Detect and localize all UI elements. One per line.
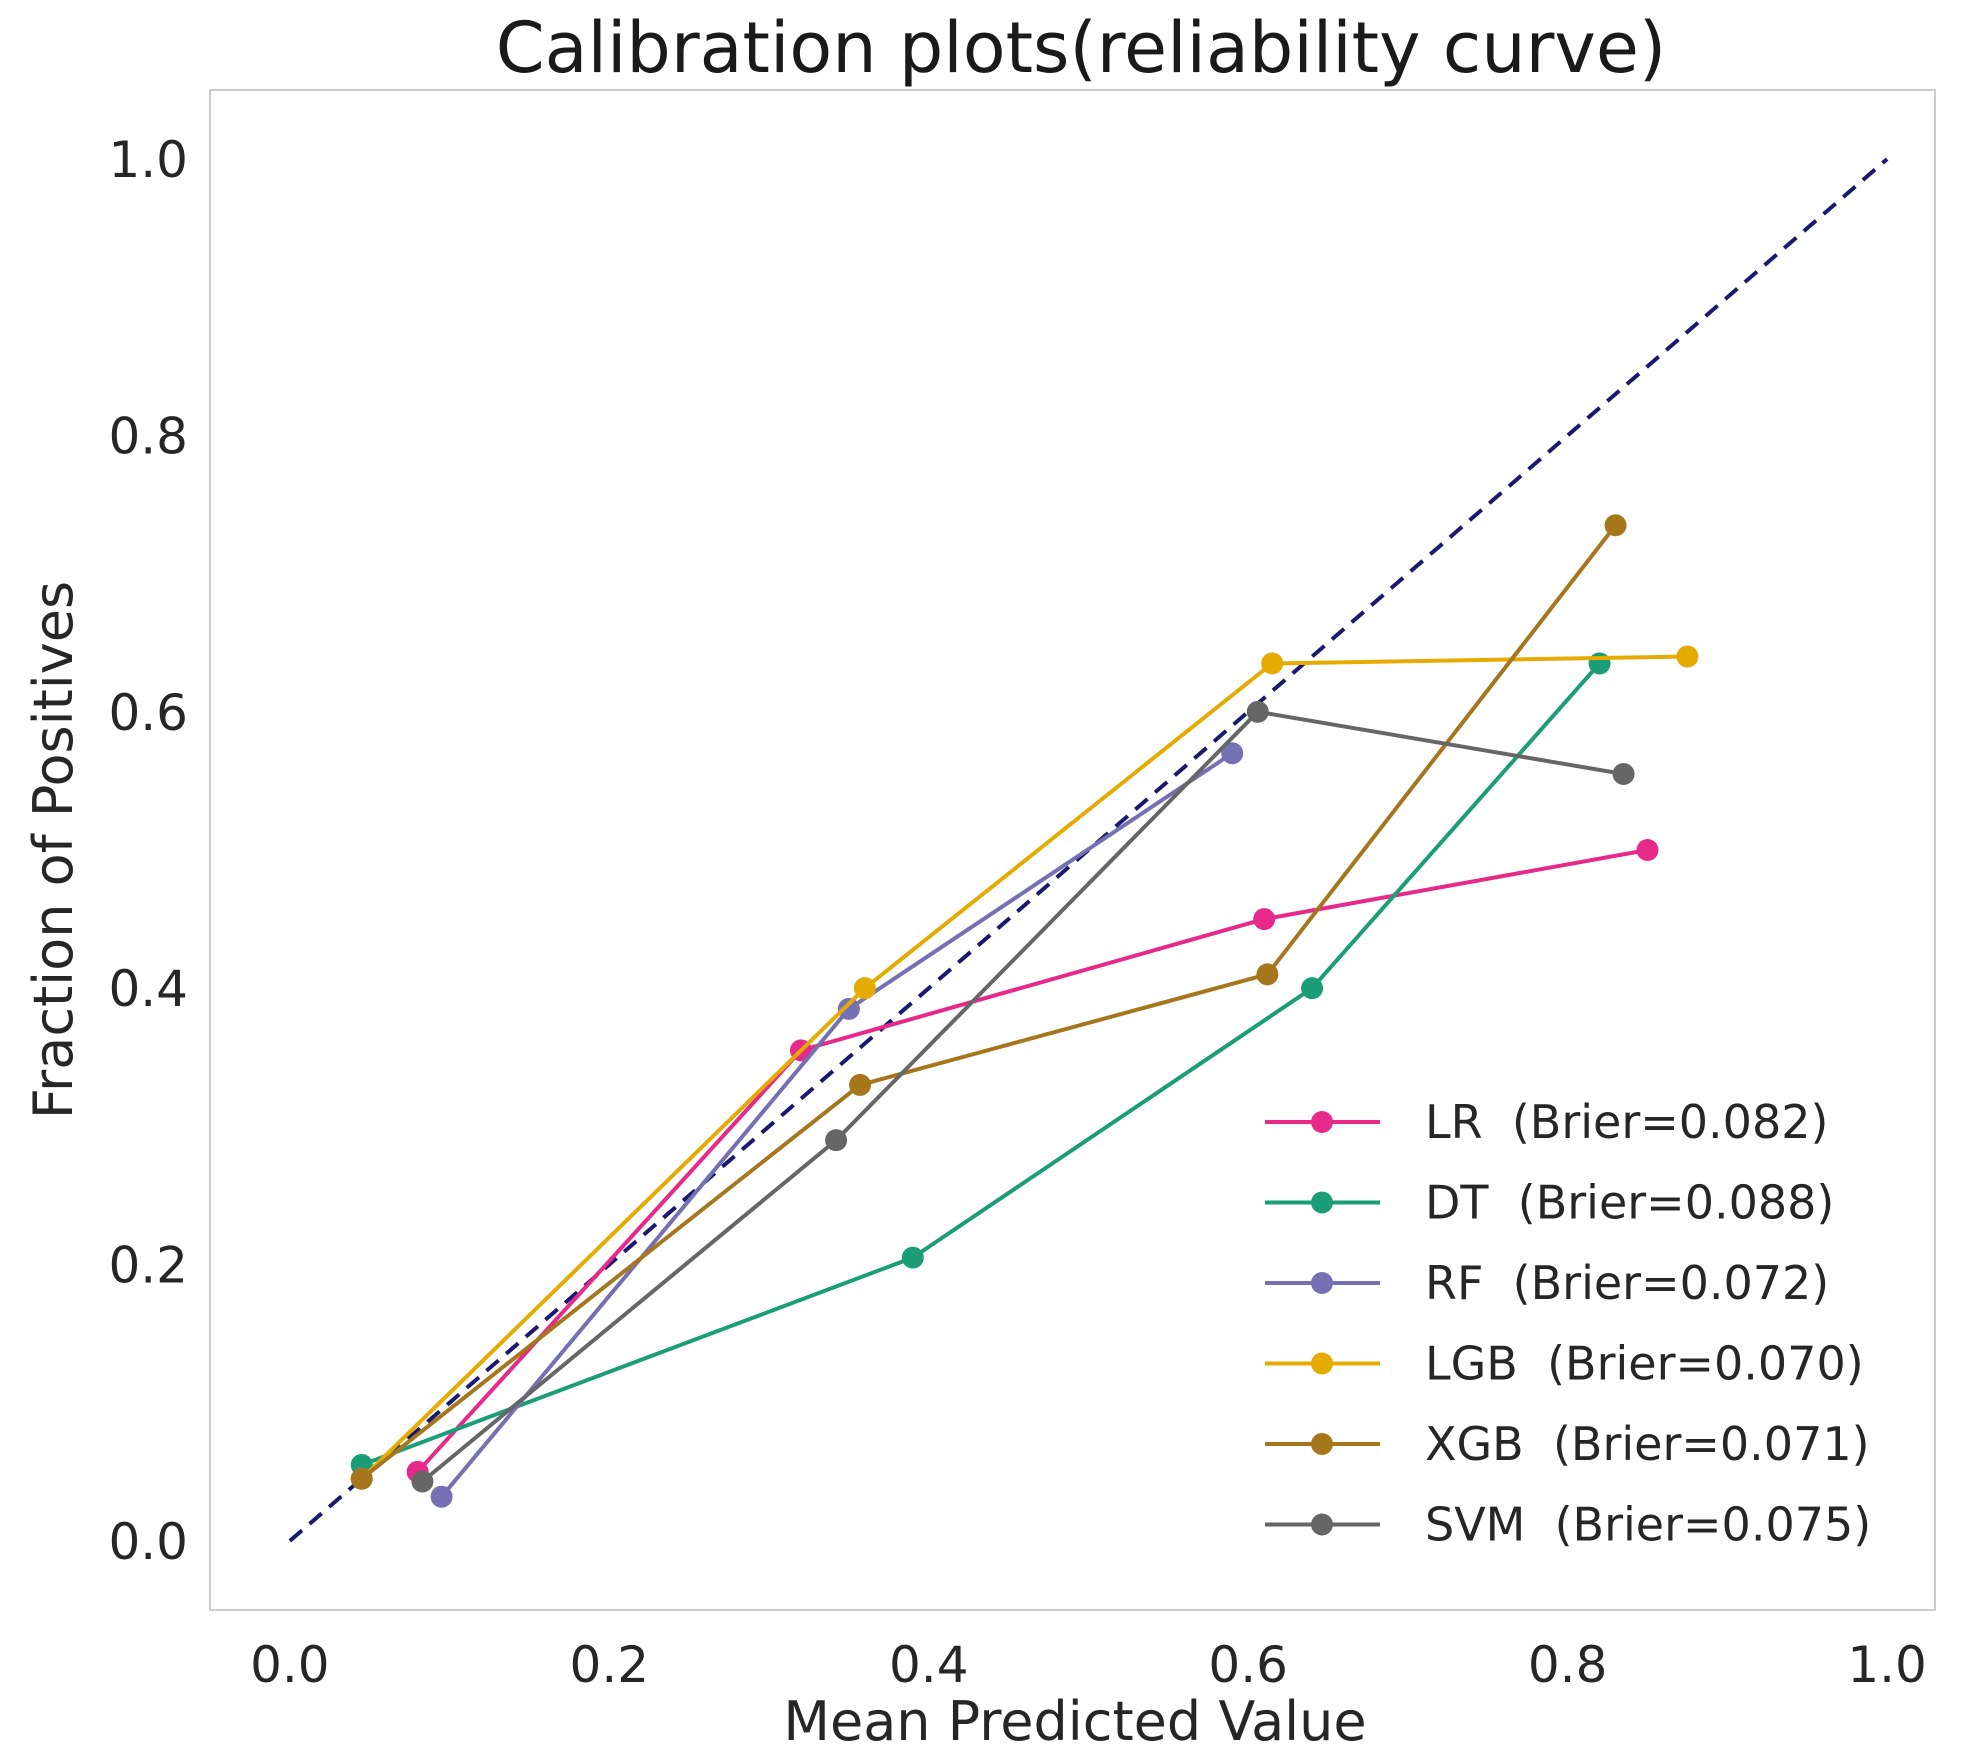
- legend-item-svm: SVM (Brier=0.075): [1265, 1498, 1871, 1552]
- data-point-rf: [1221, 742, 1244, 765]
- data-point-dt: [1588, 652, 1611, 675]
- data-point-xgb: [350, 1467, 373, 1490]
- y-tick-label: 0.2: [108, 1237, 188, 1295]
- data-point-svm: [411, 1470, 434, 1493]
- legend-label-svm: SVM (Brier=0.075): [1425, 1498, 1871, 1552]
- legend-marker-lgb: [1311, 1352, 1333, 1375]
- y-tick-label: 0.0: [108, 1513, 188, 1571]
- series-rf: [430, 742, 1244, 1508]
- x-tick-label: 0.6: [1208, 1636, 1288, 1694]
- x-axis-label: Mean Predicted Value: [783, 1690, 1366, 1753]
- legend-marker-xgb: [1311, 1433, 1333, 1455]
- y-tick-label: 0.8: [108, 407, 188, 465]
- legend: LR (Brier=0.082) DT (Brier=0.088) RF (Brie…: [1265, 1095, 1871, 1552]
- series-line-lgb: [360, 654, 1688, 1481]
- data-point-lgb: [1261, 652, 1284, 675]
- legend-marker-dt: [1311, 1191, 1333, 1214]
- legend-label-rf: RF (Brier=0.072): [1425, 1256, 1829, 1310]
- legend-label-xgb: XGB (Brier=0.071): [1425, 1417, 1870, 1471]
- chart-title: Calibration plots(reliability curve): [496, 7, 1666, 89]
- data-point-xgb: [1256, 963, 1279, 986]
- x-axis-ticks: 0.0 0.2 0.4 0.6 0.8 1.0: [250, 1636, 1927, 1694]
- y-tick-label: 1.0: [108, 131, 188, 189]
- data-point-svm: [825, 1129, 848, 1152]
- data-point-lr: [1636, 839, 1659, 861]
- x-tick-label: 1.0: [1847, 1636, 1927, 1694]
- legend-label-dt: DT (Brier=0.088): [1425, 1176, 1834, 1230]
- series-line-lr: [416, 848, 1648, 1474]
- legend-marker-svm: [1311, 1513, 1333, 1536]
- legend-label-lr: LR (Brier=0.082): [1425, 1095, 1828, 1149]
- series-line-dt: [361, 662, 1602, 1467]
- legend-marker-lr: [1311, 1111, 1333, 1133]
- x-tick-label: 0.4: [889, 1636, 969, 1694]
- data-point-dt: [1301, 977, 1324, 1000]
- legend-item-rf: RF (Brier=0.072): [1265, 1256, 1829, 1310]
- series-svm: [411, 700, 1635, 1493]
- series-xgb: [350, 514, 1627, 1490]
- series-line-xgb: [360, 524, 1618, 1481]
- data-point-lgb: [853, 977, 876, 1000]
- series-layer: [350, 514, 1699, 1508]
- legend-item-xgb: XGB (Brier=0.071): [1265, 1417, 1870, 1471]
- x-tick-label: 0.2: [570, 1636, 650, 1694]
- data-point-dt: [901, 1246, 924, 1269]
- y-axis-label: Fraction of Positives: [22, 581, 85, 1119]
- legend-marker-rf: [1311, 1272, 1333, 1294]
- data-point-rf: [430, 1485, 453, 1508]
- data-point-lgb: [1676, 645, 1699, 668]
- legend-label-lgb: LGB (Brier=0.070): [1425, 1337, 1864, 1391]
- x-tick-label: 0.0: [250, 1636, 330, 1694]
- data-point-svm: [1612, 763, 1635, 785]
- y-axis-ticks: 0.0 0.2 0.4 0.6 0.8 1.0: [108, 131, 188, 1571]
- series-line-svm: [421, 709, 1624, 1484]
- y-tick-label: 0.4: [108, 960, 188, 1018]
- data-point-svm: [1246, 700, 1269, 723]
- data-point-lr: [1253, 908, 1276, 931]
- x-tick-label: 0.8: [1528, 1636, 1608, 1694]
- data-point-rf: [837, 997, 860, 1020]
- legend-item-dt: DT (Brier=0.088): [1265, 1176, 1834, 1230]
- y-tick-label: 0.6: [108, 684, 188, 742]
- data-point-xgb: [1604, 514, 1627, 537]
- legend-item-lgb: LGB (Brier=0.070): [1265, 1337, 1864, 1391]
- legend-item-lr: LR (Brier=0.082): [1265, 1095, 1828, 1149]
- data-point-xgb: [849, 1073, 872, 1096]
